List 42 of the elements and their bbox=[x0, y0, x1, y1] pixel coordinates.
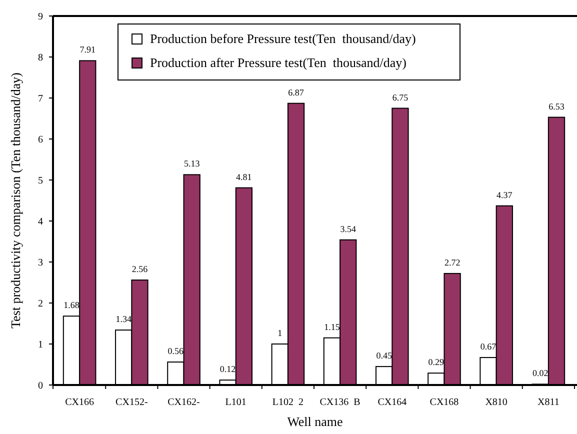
y-tick-label: 4 bbox=[38, 216, 43, 228]
data-label: 0.02 bbox=[532, 368, 548, 378]
data-label: 6.75 bbox=[392, 92, 409, 102]
y-tick-label: 9 bbox=[38, 12, 43, 22]
x-tick-label: L102 2 bbox=[272, 397, 304, 408]
data-label: 4.37 bbox=[496, 190, 513, 200]
data-label: 2.56 bbox=[132, 264, 148, 274]
x-axis-title: Well name bbox=[287, 414, 344, 429]
data-label: 1 bbox=[278, 328, 282, 338]
y-tick-label: 6 bbox=[38, 134, 43, 146]
data-label: 5.13 bbox=[184, 158, 200, 169]
data-label: 4.81 bbox=[236, 172, 252, 182]
x-tick-label: CX152- bbox=[116, 397, 148, 408]
data-label: 1.68 bbox=[64, 300, 80, 310]
x-tick-label: L101 bbox=[225, 397, 246, 408]
x-tick-label: CX168 bbox=[430, 397, 459, 408]
data-label: 6.53 bbox=[548, 101, 565, 112]
legend-label: Production before Pressure test(Ten thousand/day) bbox=[150, 31, 416, 46]
data-label: 6.87 bbox=[288, 87, 304, 98]
data-label: 2.72 bbox=[444, 257, 460, 268]
y-axis-title: Test productivity comparison (Ten thousand/day) bbox=[8, 72, 23, 328]
x-tick-label: CX136 B bbox=[320, 397, 361, 408]
x-tick-label: CX166 bbox=[65, 397, 94, 408]
data-label: 0.12 bbox=[220, 364, 236, 374]
data-label: 0.56 bbox=[168, 346, 184, 356]
data-label: 0.67 bbox=[480, 342, 497, 352]
data-label: 1.15 bbox=[324, 322, 340, 332]
y-tick-label: 0 bbox=[38, 380, 43, 392]
x-tick-label: CX162- bbox=[168, 397, 200, 408]
data-label: 0.29 bbox=[428, 357, 445, 368]
x-tick-label: X810 bbox=[485, 397, 508, 408]
x-tick-label: X811 bbox=[538, 397, 560, 408]
y-tick-label: 1 bbox=[38, 340, 43, 350]
y-tick-label: 8 bbox=[38, 52, 43, 64]
data-label: 7.91 bbox=[80, 44, 96, 55]
y-tick-label: 5 bbox=[38, 176, 43, 186]
y-tick-label: 7 bbox=[38, 94, 43, 104]
legend-label: Production after Pressure test(Ten thousand/day) bbox=[150, 55, 406, 70]
y-tick-label: 3 bbox=[38, 258, 43, 268]
y-tick-label: 2 bbox=[38, 298, 43, 310]
data-label: 3.54 bbox=[340, 224, 356, 234]
x-tick-label: CX164 bbox=[378, 397, 407, 408]
